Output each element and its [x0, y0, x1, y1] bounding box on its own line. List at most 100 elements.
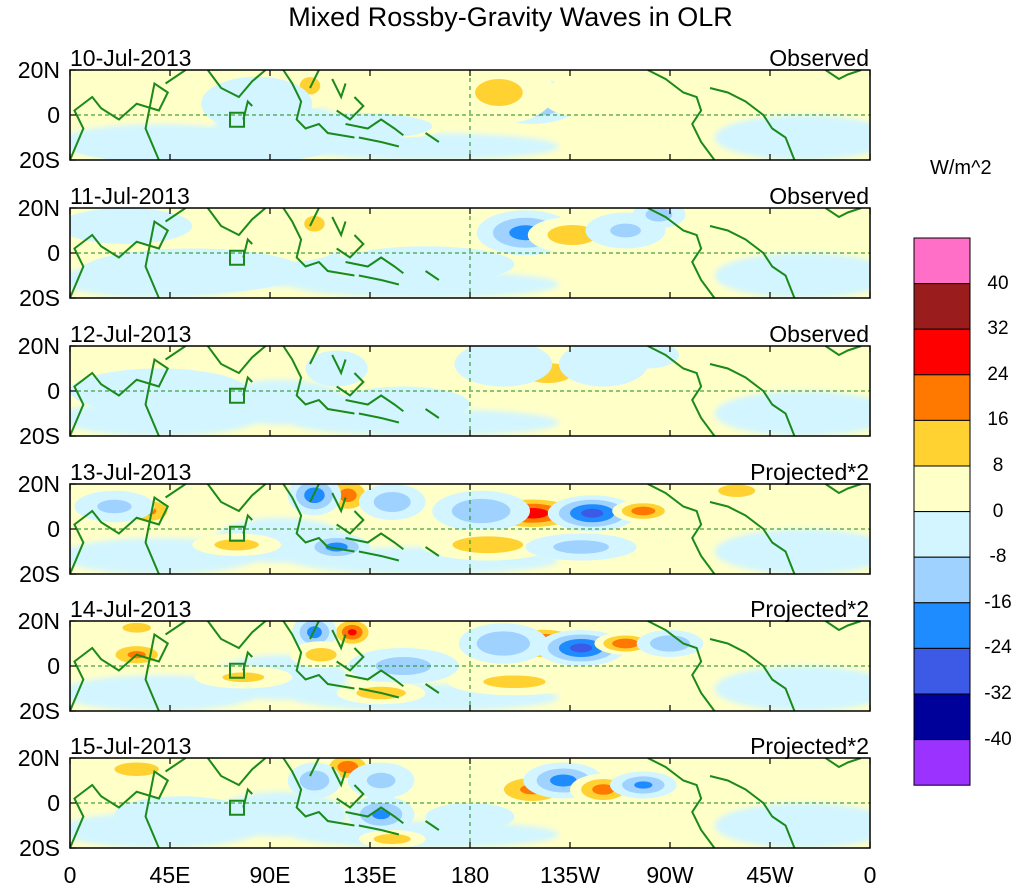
olr-anomaly: [541, 76, 630, 118]
anomaly-background-band: [714, 253, 870, 298]
y-tick-label: 20S: [19, 285, 60, 311]
anomaly-background-band: [714, 529, 870, 574]
olr-anomaly: [550, 774, 577, 787]
panel-date: 13-Jul-2013: [70, 459, 192, 485]
olr-anomaly: [373, 834, 411, 844]
panel-kind: Observed: [769, 183, 869, 209]
y-tick-label: 20N: [17, 471, 60, 497]
olr-anomaly: [214, 539, 259, 551]
y-tick-label: 0: [47, 102, 60, 128]
olr-anomaly: [337, 760, 359, 774]
colorbar-label: 0: [992, 500, 1004, 522]
anomaly-background-band: [714, 391, 870, 436]
x-tick-label: 135W: [539, 862, 601, 888]
y-tick-label: 20S: [19, 147, 60, 173]
map-panel: [69, 483, 871, 575]
colorbar-label: -16: [984, 591, 1012, 613]
map-panel: [69, 757, 871, 849]
olr-anomaly: [372, 809, 391, 820]
olr-anomaly: [336, 386, 470, 423]
x-tick-label: 135E: [343, 862, 397, 888]
colorbar-label: 24: [987, 363, 1009, 385]
reference-box: [229, 111, 245, 128]
y-tick-label: 0: [47, 790, 60, 816]
olr-anomaly: [70, 368, 248, 414]
panel-date: 10-Jul-2013: [70, 45, 192, 71]
colorbar-label: -32: [984, 683, 1012, 704]
colorbar-label: 40: [987, 272, 1009, 294]
x-tick-label: 45W: [746, 862, 794, 888]
colorbar-units: W/m^2: [930, 157, 992, 179]
colorbar-box: [913, 647, 971, 695]
anomaly-background-band: [714, 115, 870, 160]
colorbar-label: -8: [989, 546, 1007, 568]
olr-anomaly: [338, 488, 357, 502]
colorbar-box: [913, 602, 971, 649]
olr-anomaly: [97, 499, 132, 514]
olr-anomaly: [612, 638, 639, 649]
y-tick-label: 20N: [17, 333, 60, 359]
panel-date: 11-Jul-2013: [70, 183, 190, 209]
olr-anomaly: [201, 76, 313, 131]
colorbar-box: [913, 374, 971, 421]
y-tick-label: 20S: [19, 835, 60, 861]
olr-anomaly: [718, 484, 756, 497]
olr-anomaly: [454, 346, 553, 387]
y-tick-label: 20S: [19, 423, 60, 449]
olr-anomaly: [114, 762, 159, 776]
map-panel: [69, 207, 871, 299]
colorbar-box: [913, 465, 971, 513]
olr-anomaly: [650, 635, 690, 652]
colorbar-box: [913, 328, 971, 376]
panel-kind: Projected*2: [750, 459, 869, 485]
colorbar-box: [913, 511, 971, 558]
olr-anomaly: [304, 215, 325, 232]
olr-anomaly: [299, 770, 330, 791]
x-tick-label: 90E: [249, 862, 291, 888]
y-tick-label: 20N: [17, 57, 60, 83]
colorbar-box: [913, 419, 971, 467]
reference-box: [229, 525, 245, 542]
colorbar: [913, 237, 971, 786]
anomaly-background-band: [292, 821, 559, 848]
x-tick-label: 0: [63, 862, 77, 888]
panel-kind: Projected*2: [750, 596, 869, 622]
y-tick-label: 20S: [19, 698, 60, 724]
olr-anomaly: [634, 781, 653, 789]
olr-anomaly: [616, 346, 679, 369]
y-tick-label: 0: [47, 516, 60, 542]
anomaly-background-band: [292, 133, 559, 160]
olr-anomaly: [305, 648, 337, 662]
olr-anomaly: [592, 784, 615, 795]
panel-kind: Projected*2: [750, 733, 869, 759]
olr-anomaly: [122, 622, 151, 633]
colorbar-label: -24: [984, 637, 1012, 659]
y-tick-label: 0: [47, 240, 60, 266]
olr-anomaly: [347, 629, 357, 636]
olr-anomaly: [547, 225, 597, 245]
colorbar-label: 16: [987, 409, 1009, 431]
olr-anomaly: [570, 643, 593, 653]
colorbar-box: [913, 556, 971, 604]
reference-box: [229, 387, 245, 404]
y-tick-label: 0: [47, 653, 60, 679]
map-panel: [69, 69, 871, 161]
chart-title: Mixed Rossby-Gravity Waves in OLR: [288, 2, 733, 32]
olr-anomaly: [81, 248, 304, 294]
reference-box: [229, 249, 245, 266]
olr-anomaly: [631, 506, 656, 516]
olr-anomaly: [483, 675, 546, 689]
anomaly-background-band: [714, 803, 870, 848]
colorbar-box: [913, 739, 971, 786]
olr-anomaly: [305, 350, 368, 387]
olr-anomaly: [366, 772, 396, 789]
olr-anomaly: [476, 631, 530, 656]
olr-anomaly: [452, 536, 524, 554]
panel-date: 15-Jul-2013: [70, 733, 192, 759]
y-tick-label: 20N: [17, 608, 60, 634]
reference-box: [229, 799, 245, 816]
panel-date: 12-Jul-2013: [70, 321, 192, 347]
map-panel: [69, 620, 871, 712]
olr-anomaly: [70, 128, 337, 160]
